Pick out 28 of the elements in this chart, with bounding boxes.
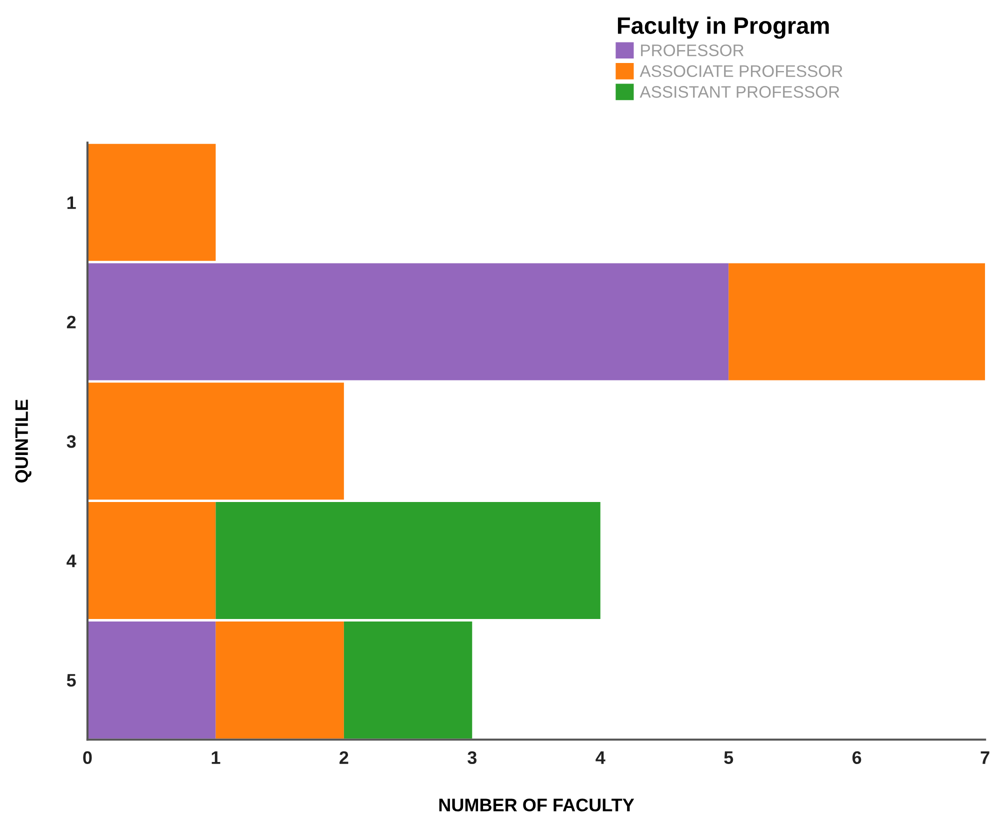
bar: [87, 144, 216, 261]
bar: [216, 502, 600, 620]
x-tick-label: 5: [724, 751, 734, 764]
y-tick-label: 5: [66, 674, 76, 687]
y-axis-title: QUINTILE: [15, 400, 32, 483]
bar: [87, 502, 216, 620]
x-tick-label: 2: [340, 751, 348, 764]
x-tick-label: 6: [852, 751, 862, 764]
bar: [87, 621, 216, 738]
y-tick-label: 4: [66, 554, 76, 568]
x-tick-label: 4: [596, 751, 606, 764]
bar: [728, 263, 986, 380]
x-tick-label: 1: [212, 751, 220, 764]
bar: [216, 621, 344, 738]
bar: [344, 621, 472, 738]
legend-label: ASSISTANT PROFESSOR: [640, 86, 840, 98]
y-tick-label: 1: [67, 196, 76, 209]
x-tick-label: 0: [83, 751, 92, 764]
bar: [87, 382, 344, 500]
legend-label: ASSOCIATE PROFESSOR: [640, 65, 842, 78]
y-tick-label: 2: [66, 316, 76, 328]
legend-title: Faculty in Program: [618, 16, 829, 39]
x-tick-label: 3: [468, 751, 477, 764]
y-tick-label: 3: [66, 435, 76, 448]
bar: [87, 263, 729, 380]
x-tick-label: 7: [980, 751, 990, 764]
x-axis-title: NUMBER OF FACULTY: [439, 798, 634, 812]
legend-label: PROFESSOR: [641, 44, 744, 56]
